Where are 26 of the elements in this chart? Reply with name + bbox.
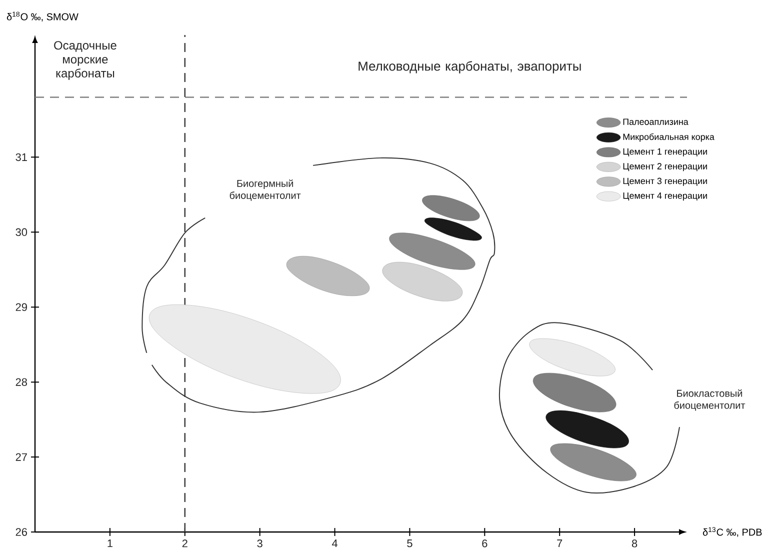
legend-label: Цемент 4 генерации [623,192,707,201]
legend-label: Микробиальная корка [623,133,714,142]
x-tick-label: 8 [632,540,638,548]
legend-label: Палеоаплизина [623,118,688,125]
x-tick-label: 7 [557,540,562,548]
x-tick-label: 1 [108,540,112,548]
y-tick-label: 29 [16,303,27,311]
x-tick-label: 6 [482,540,488,548]
y-tick-label: 27 [16,453,27,461]
y-tick-label: 28 [16,378,27,386]
x-tick-label: 5 [407,540,412,548]
annotation: Осадочные морские карбонаты [54,41,116,80]
x-axis-title: δ$^{13}$C ‰, PDB [702,527,762,537]
y-tick-label: 26 [16,528,27,536]
annotation: Биогермный биоцементолит [230,179,301,201]
legend-label: Цемент 1 генерации [623,148,707,156]
x-tick-label: 3 [257,540,262,548]
annotation: Мелководные карбонаты, эвапориты [358,61,581,74]
y-tick-label: 31 [16,153,27,162]
x-tick-label: 2 [182,540,188,548]
y-axis-title: δ$^{18}$O ‰, SMOW [6,12,78,22]
legend-label: Цемент 3 генерации [623,178,707,186]
y-tick-label: 30 [16,228,28,236]
legend-label: Цемент 2 генерации [623,163,707,172]
annotation: Биокластовый биоцементолит [674,389,746,411]
x-tick-label: 4 [332,540,338,548]
